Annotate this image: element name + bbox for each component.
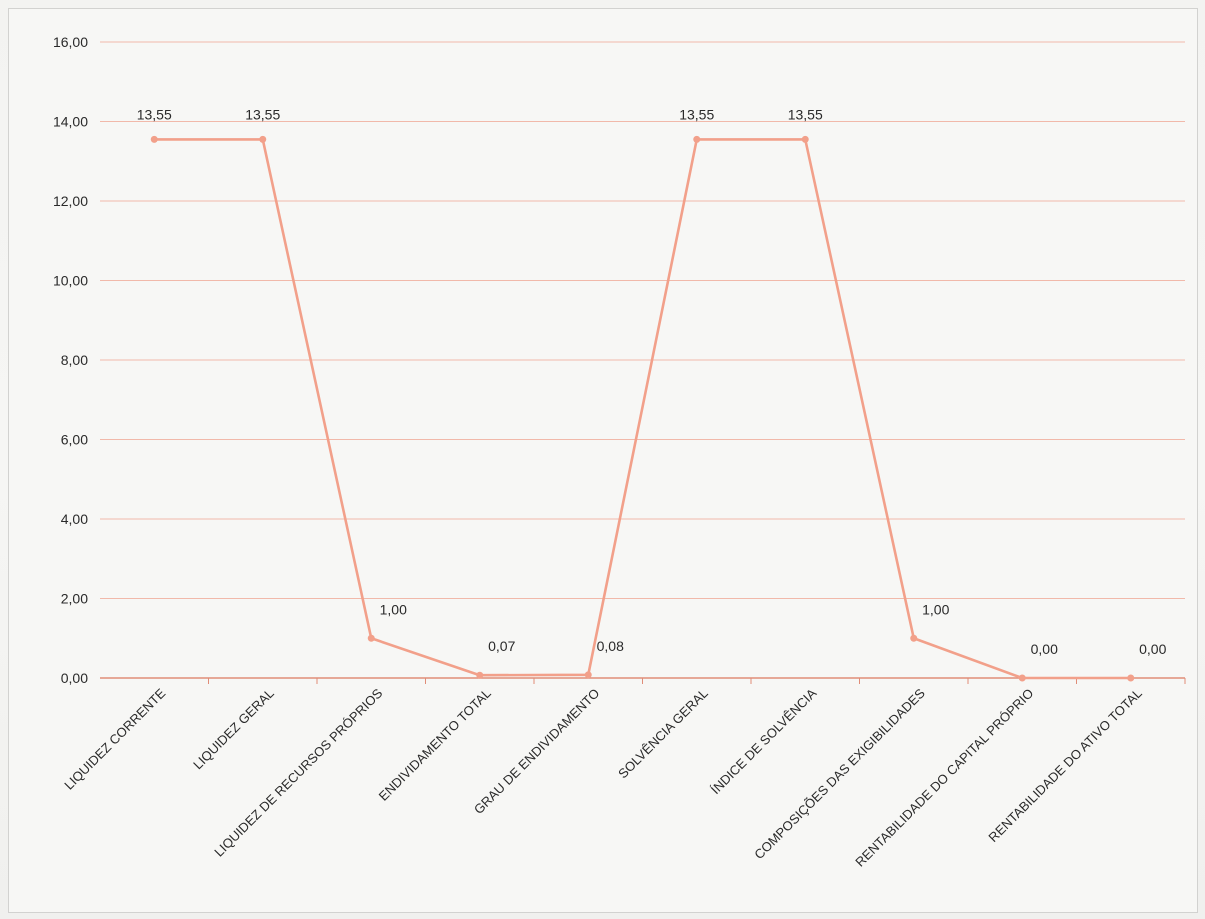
data-label: 0,08: [597, 638, 624, 654]
data-labels: 13,55 13,55 1,00 0,07 0,08 13,55 13,55 1,00 0,00…: [137, 106, 1167, 657]
gridlines: [100, 41, 1185, 679]
y-tick-label: 16,00: [53, 34, 88, 50]
x-tick-label: ENDIVIDAMENTO TOTAL: [376, 686, 494, 804]
y-tick-label: 12,00: [53, 193, 88, 209]
y-tick-label: 4,00: [61, 511, 88, 527]
data-point: [367, 634, 375, 642]
data-label: 13,55: [245, 106, 280, 122]
x-tick-label: LIQUIDEZ CORRENTE: [61, 685, 168, 792]
series-polyline: [154, 138, 1131, 680]
y-tick-label: 14,00: [53, 114, 88, 130]
data-point: [1127, 674, 1135, 682]
data-point: [584, 671, 592, 679]
y-tick-label: 6,00: [61, 432, 88, 448]
x-tick-label: LIQUIDEZ DE RECURSOS PRÓPRIOS: [211, 685, 385, 859]
x-tick-label: COMPOSIÇÕES DAS EXIGIBILIDADES: [751, 685, 928, 862]
x-tick-label: GRAU DE ENDIVIDAMENTO: [471, 686, 602, 817]
series-line: [154, 138, 1131, 680]
y-tick-label: 10,00: [53, 273, 88, 289]
data-point: [910, 634, 918, 642]
data-label: 13,55: [788, 106, 823, 122]
data-point: [259, 135, 267, 143]
data-label: 0,00: [1139, 641, 1166, 657]
y-axis-ticks: 0,00 2,00 4,00 6,00 8,00 10,00 12,00 14,00 16,00: [53, 34, 88, 686]
x-tick-label: SOLVÊNCIA GERAL: [615, 686, 711, 782]
data-point: [150, 135, 158, 143]
y-tick-label: 8,00: [61, 352, 88, 368]
data-point: [693, 135, 701, 143]
x-tick-label: RENTABILIDADE DO CAPITAL PRÓPRIO: [852, 686, 1036, 870]
data-label: 0,00: [1031, 641, 1058, 657]
x-axis-ticks: LIQUIDEZ CORRENTE LIQUIDEZ GERALLIQUIDEZ …: [61, 678, 1186, 870]
data-point: [801, 135, 809, 143]
y-tick-label: 0,00: [61, 670, 88, 686]
data-label: 0,07: [488, 638, 515, 654]
x-tick-label: ÍNDICE DE SOLVÊNCIA: [708, 685, 820, 797]
data-point: [476, 671, 484, 679]
data-point: [1018, 674, 1026, 682]
data-label: 1,00: [380, 601, 407, 617]
data-label: 13,55: [137, 106, 172, 122]
series-points: [150, 135, 1135, 682]
data-label: 13,55: [679, 106, 714, 122]
chart-frame: [8, 8, 1198, 913]
y-tick-label: 2,00: [61, 591, 88, 607]
x-tick-label: LIQUIDEZ GERAL: [190, 686, 277, 773]
data-label: 1,00: [922, 601, 949, 617]
